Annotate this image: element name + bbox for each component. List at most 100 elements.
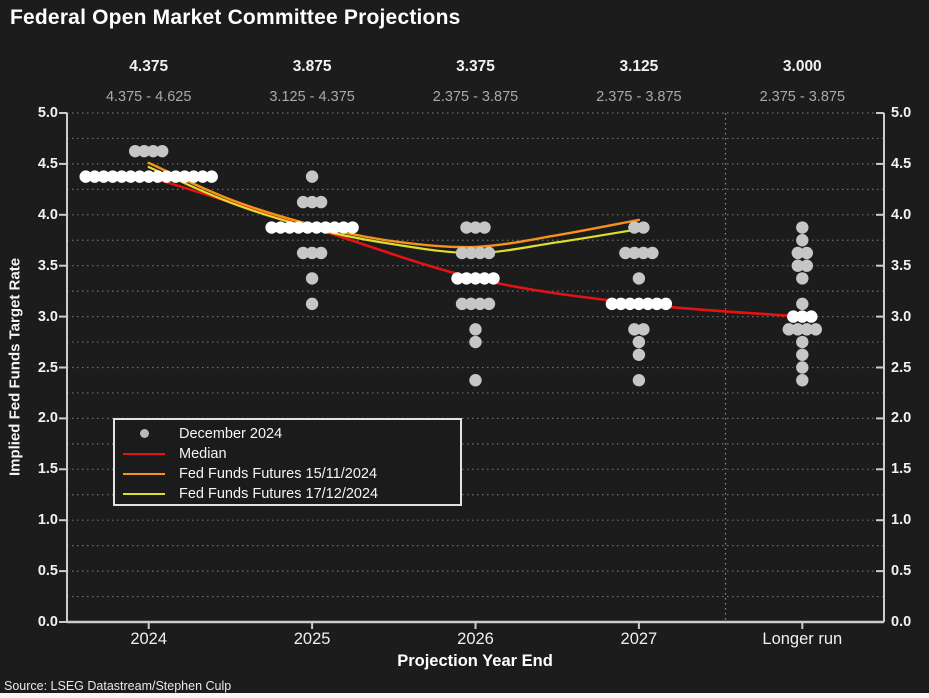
x-tick-2027: 2027 bbox=[620, 630, 658, 648]
projection-dot bbox=[79, 170, 92, 183]
projection-dot bbox=[782, 323, 795, 336]
projection-dot bbox=[796, 374, 809, 387]
projection-dot bbox=[296, 246, 310, 260]
projection-dot bbox=[88, 170, 101, 183]
projection-dot bbox=[464, 246, 478, 260]
y-tick-label: 4.0 bbox=[891, 206, 912, 223]
column-annotation-2024: 4.375 4.375 - 4.625 bbox=[106, 58, 191, 105]
projection-dot bbox=[637, 246, 650, 260]
projection-dot bbox=[800, 246, 813, 260]
projection-dot bbox=[151, 170, 164, 183]
y-tick-label: 5.0 bbox=[891, 105, 912, 121]
projection-dot bbox=[619, 246, 632, 260]
projection-dot bbox=[314, 246, 328, 260]
projection-dot bbox=[296, 195, 310, 209]
median-value: 4.375 bbox=[129, 58, 169, 75]
projection-dot bbox=[124, 170, 137, 183]
projection-dot bbox=[791, 259, 804, 272]
projection-dot bbox=[650, 297, 664, 311]
projection-dot bbox=[800, 259, 813, 272]
y-tick-label: 0.5 bbox=[37, 563, 58, 580]
y-tick-label: 2.5 bbox=[891, 359, 912, 376]
y-tick-label: 1.0 bbox=[891, 512, 912, 529]
projection-dot bbox=[187, 170, 200, 183]
x-tick-2026: 2026 bbox=[457, 630, 494, 648]
legend-label: Fed Funds Futures 15/11/2024 bbox=[179, 465, 378, 482]
projection-dot bbox=[314, 195, 328, 209]
x-tick-2025: 2025 bbox=[293, 630, 331, 648]
range-value: 3.125 - 4.375 bbox=[269, 89, 355, 105]
range-value: 2.375 - 3.875 bbox=[432, 89, 519, 105]
legend-label: Fed Funds Futures 17/12/2024 bbox=[179, 485, 379, 502]
projection-dot bbox=[628, 323, 641, 336]
y-tick-label: 3.5 bbox=[37, 257, 58, 274]
projection-dot bbox=[632, 297, 646, 311]
series-line-futures_nov bbox=[147, 161, 641, 249]
legend-entry-median: Median bbox=[115, 444, 460, 463]
projection-dot bbox=[305, 170, 319, 183]
projection-dot bbox=[305, 297, 319, 311]
projection-dot bbox=[478, 221, 491, 234]
y-tick-label: 1.5 bbox=[891, 461, 912, 478]
projection-dot bbox=[178, 170, 191, 183]
x-tick-2024: 2024 bbox=[130, 630, 168, 648]
projection-dot bbox=[632, 374, 646, 387]
legend-label: Median bbox=[179, 445, 227, 462]
projection-dot bbox=[473, 246, 487, 260]
median-value: 3.000 bbox=[782, 58, 822, 75]
projection-dot bbox=[328, 221, 341, 234]
y-tick-label: 0.0 bbox=[891, 614, 912, 630]
median-value: 3.875 bbox=[292, 58, 332, 75]
projection-dot bbox=[469, 335, 482, 349]
projection-dot bbox=[301, 221, 314, 234]
y-tick-label: 2.0 bbox=[37, 410, 58, 427]
legend: December 2024 Median Fed Funds Futures 1… bbox=[113, 418, 462, 506]
projection-dot bbox=[469, 272, 482, 285]
chart-title: Federal Open Market Committee Projection… bbox=[10, 6, 461, 29]
column-annotation-2026: 3.375 2.375 - 3.875 bbox=[433, 58, 518, 105]
projection-dot bbox=[464, 297, 478, 311]
projection-dot bbox=[809, 323, 822, 336]
projection-dot bbox=[796, 348, 809, 361]
projection-dot bbox=[106, 170, 119, 183]
projection-dot bbox=[97, 170, 110, 183]
bottom-bar bbox=[0, 693, 929, 698]
projection-dot bbox=[469, 323, 482, 336]
projection-dot bbox=[205, 170, 218, 183]
range-value: 2.375 - 3.875 bbox=[759, 89, 846, 105]
projection-dot bbox=[138, 144, 151, 158]
projection-dot bbox=[455, 246, 469, 260]
projection-dot bbox=[451, 272, 464, 285]
projection-dot bbox=[796, 335, 809, 349]
projection-dot bbox=[628, 246, 641, 260]
projection-dot bbox=[487, 272, 500, 285]
projection-dot bbox=[637, 323, 650, 336]
projection-dot bbox=[482, 246, 496, 260]
legend-dot-marker bbox=[115, 429, 173, 438]
y-tick-label: 5.0 bbox=[37, 105, 58, 121]
projection-dot bbox=[305, 195, 319, 209]
x-axis-title: Projection Year End bbox=[397, 652, 553, 670]
series-line-futures_dec bbox=[147, 165, 640, 255]
projection-dot bbox=[805, 310, 818, 323]
projection-dot bbox=[800, 323, 813, 336]
y-tick-label: 3.0 bbox=[891, 308, 912, 325]
y-tick-label: 3.5 bbox=[891, 257, 912, 274]
projection-dot bbox=[796, 310, 809, 323]
projection-dot bbox=[142, 170, 155, 183]
projection-dot bbox=[305, 246, 319, 260]
projection-dot bbox=[156, 144, 169, 158]
column-annotation-2027: 3.125 2.375 - 3.875 bbox=[596, 58, 681, 105]
projection-dot bbox=[283, 221, 296, 234]
projection-dot bbox=[646, 246, 659, 260]
projection-dot bbox=[319, 221, 332, 234]
projection-dot bbox=[469, 221, 482, 234]
median-value: 3.375 bbox=[456, 58, 495, 75]
projection-dot bbox=[478, 272, 491, 285]
y-tick-label: 4.5 bbox=[891, 155, 912, 172]
projection-dot bbox=[796, 272, 809, 285]
projection-dot bbox=[455, 297, 469, 311]
projection-dot bbox=[659, 297, 673, 311]
projection-dot bbox=[605, 297, 619, 311]
